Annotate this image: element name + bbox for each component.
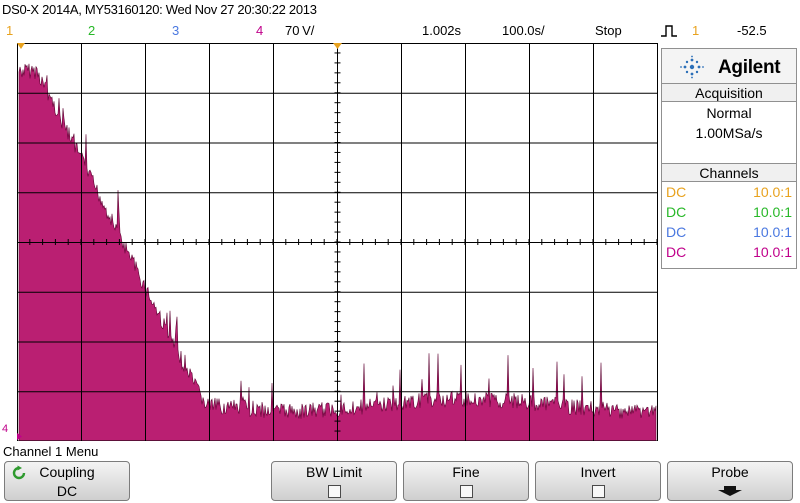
sample-rate: 1.00MSa/s <box>695 125 763 141</box>
coupling-label: Coupling <box>39 464 95 480</box>
channel-probe-ratio: 10.0:1 <box>753 184 792 200</box>
channel-coupling: DC <box>666 244 687 260</box>
channel-1-indicator[interactable]: 1 <box>6 23 14 38</box>
trigger-edge-icon <box>660 24 678 41</box>
menu-title: Channel 1 Menu <box>3 444 99 459</box>
acquisition-mode: Normal <box>706 105 752 121</box>
rotate-knob-icon <box>12 465 26 480</box>
submenu-arrow-icon <box>718 486 742 496</box>
probe-label: Probe <box>711 464 749 480</box>
fine-softkey[interactable]: Fine <box>403 461 529 501</box>
graticule <box>17 43 658 441</box>
bw-limit-checkbox[interactable] <box>327 485 341 498</box>
channel-coupling: DC <box>666 184 687 200</box>
agilent-spark-icon <box>680 55 704 79</box>
channel-row[interactable]: DC 10.0:1 <box>662 182 796 202</box>
probe-softkey[interactable]: Probe <box>667 461 793 501</box>
time-scale: 1.002s <box>422 23 462 38</box>
channel-coupling: DC <box>666 224 687 240</box>
channel-2-indicator[interactable]: 2 <box>88 23 96 38</box>
acquisition-panel[interactable]: Acquisition Normal 1.00MSa/s <box>661 83 797 165</box>
channel-row[interactable]: DC 10.0:1 <box>662 202 796 222</box>
brand-logo: Agilent <box>661 48 797 84</box>
vertical-scale: 70 V/ <box>285 23 315 38</box>
channel-3-indicator[interactable]: 3 <box>172 23 180 38</box>
coupling-softkey[interactable]: Coupling DC <box>4 461 130 501</box>
channels-panel[interactable]: Channels DC 10.0:1 DC 10.0:1 DC 10.0:1 DC 10.0:… <box>661 163 797 269</box>
side-panel: Agilent Acquisition Normal 1.00MSa/s Cha… <box>659 43 800 271</box>
time-offset: 100.0s/ <box>502 23 545 38</box>
acquisition-title: Acquisition <box>662 84 796 102</box>
bw-limit-label: BW Limit <box>306 464 362 480</box>
invert-checkbox[interactable] <box>591 485 605 498</box>
invert-softkey[interactable]: Invert <box>535 461 661 501</box>
bw-limit-softkey[interactable]: BW Limit <box>271 461 397 501</box>
window-title: DS0-X 2014A, MY53160120: Wed Nov 27 20:3… <box>2 2 317 17</box>
status-bar: 1 2 3 4 70 V/ 1.002s 100.0s/ Stop 1 -52.… <box>0 22 800 40</box>
trigger-position-marker[interactable] <box>333 43 342 49</box>
time-reference-marker <box>17 43 25 49</box>
channel-probe-ratio: 10.0:1 <box>753 224 792 240</box>
channel-coupling: DC <box>666 204 687 220</box>
run-state: Stop <box>595 23 622 38</box>
channel-4-indicator[interactable]: 4 <box>256 23 264 38</box>
invert-label: Invert <box>580 464 616 480</box>
brand-name: Agilent <box>718 57 781 78</box>
channel-row[interactable]: DC 10.0:1 <box>662 222 796 242</box>
channels-title: Channels <box>662 164 796 182</box>
trigger-source: 1 <box>692 23 700 38</box>
channel-probe-ratio: 10.0:1 <box>753 204 792 220</box>
coupling-value: DC <box>56 483 78 499</box>
fine-checkbox[interactable] <box>459 485 473 498</box>
channel-4-ground-marker[interactable] <box>17 433 22 440</box>
fine-label: Fine <box>452 464 480 480</box>
waveform-display[interactable] <box>17 43 658 441</box>
trigger-level: -52.5 <box>737 23 767 38</box>
channel-4-marker-label: 4 <box>2 423 9 435</box>
channel-row[interactable]: DC 10.0:1 <box>662 242 796 262</box>
channel-probe-ratio: 10.0:1 <box>753 244 792 260</box>
